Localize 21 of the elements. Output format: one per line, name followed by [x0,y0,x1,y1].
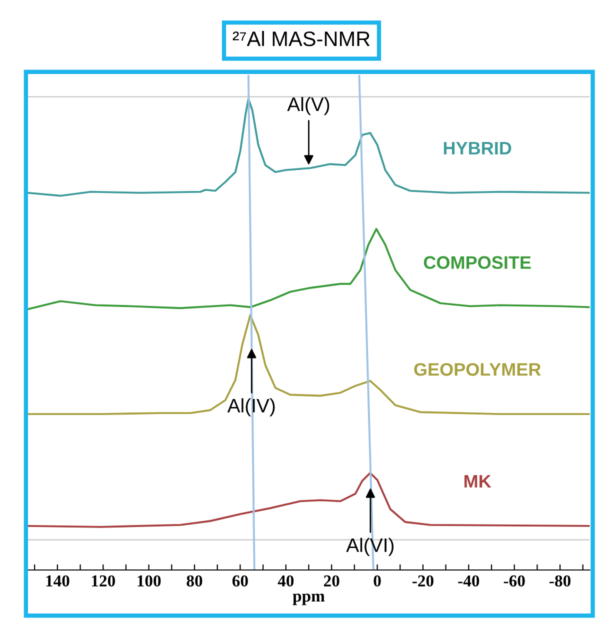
annotation: Al(VI) [346,538,394,556]
x-tick-label: 0 [374,575,381,587]
x-axis-title: ppm [292,594,325,606]
x-tick-label: -40 [458,575,480,587]
series-label: GEOPOLYMER [414,363,541,376]
x-tick-label: 40 [278,575,294,587]
x-tick-label: -20 [412,575,434,587]
chart-title: ²⁷Al MAS-NMR [232,30,370,46]
series-label: COMPOSITE [424,256,531,269]
x-tick-label: 120 [92,575,115,587]
text: HYBRID [444,142,512,154]
x-tick-label: 80 [186,575,202,587]
x-tick-label: 60 [232,575,248,587]
text: MK [464,475,492,488]
annotation: Al(V) [287,96,330,116]
annotation: Al(IV) [227,398,275,416]
x-tick-label: 140 [46,575,70,587]
x-tick-label: 20 [324,575,340,587]
x-tick-label: 100 [138,575,161,587]
x-tick-label: -80 [550,575,571,587]
x-tick-label: -60 [504,575,525,587]
